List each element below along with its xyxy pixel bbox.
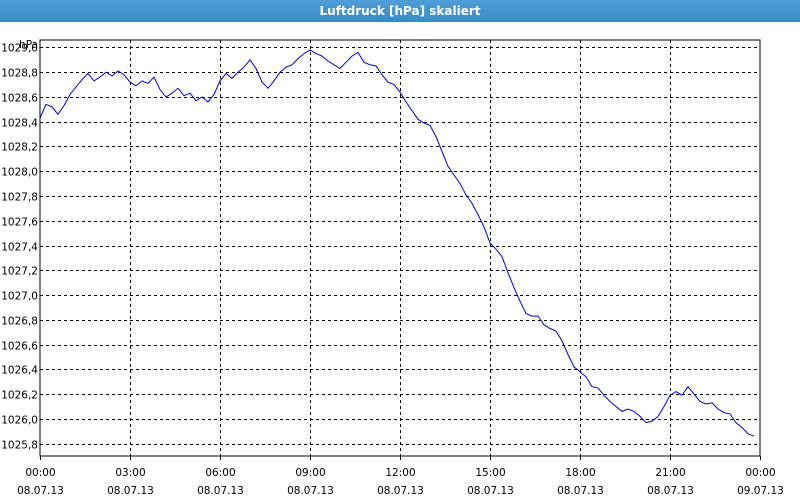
y-tick-label: 1027,2 xyxy=(1,266,38,278)
x-tick-time-label: 15:00 xyxy=(475,467,505,479)
x-tick-date-label: 08.07.13 xyxy=(647,485,694,497)
x-tick-time-label: 21:00 xyxy=(655,467,685,479)
y-tick-label: 1028,2 xyxy=(1,142,38,154)
y-tick-label: 1029,0 xyxy=(1,43,38,55)
x-tick-time-label: 12:00 xyxy=(385,467,415,479)
y-tick-label: 1028,0 xyxy=(1,167,38,179)
x-tick-time-label: 00:00 xyxy=(25,467,55,479)
x-tick-time-label: 09:00 xyxy=(295,467,325,479)
y-tick-label: 1025,8 xyxy=(1,440,38,452)
x-tick-date-label: 08.07.13 xyxy=(287,485,334,497)
y-axis-unit-label: hPa xyxy=(19,39,38,51)
y-tick-label: 1026,0 xyxy=(1,415,38,427)
x-tick-date-label: 08.07.13 xyxy=(557,485,604,497)
x-tick-time-label: 06:00 xyxy=(205,467,235,479)
y-tick-label: 1027,6 xyxy=(1,217,38,229)
chart-title: Luftdruck [hPa] skaliert xyxy=(0,0,800,22)
x-tick-date-label: 08.07.13 xyxy=(107,485,154,497)
y-axis-ticks: 1029,0 1028,8 1028,6 1028,4 1028,2 1028,0 1027… xyxy=(1,43,38,452)
y-tick-label: 1027,8 xyxy=(1,192,38,204)
y-tick-label: 1027,0 xyxy=(1,291,38,303)
x-tick-date-label: 08.07.13 xyxy=(467,485,514,497)
x-tick-date-label: 08.07.13 xyxy=(377,485,424,497)
grid-lines xyxy=(40,40,760,456)
y-tick-label: 1028,8 xyxy=(1,68,38,80)
pressure-line xyxy=(39,49,755,437)
x-tick-time-label: 18:00 xyxy=(565,467,595,479)
x-tick-time-label: 00:00 xyxy=(745,467,775,479)
y-tick-label: 1026,6 xyxy=(1,341,38,353)
y-tick-label: 1028,6 xyxy=(1,93,38,105)
x-axis-ticks: 00:00 08.07.13 03:00 08.07.13 06:00 08.07.13 0… xyxy=(17,456,784,497)
y-tick-label: 1028,4 xyxy=(1,118,38,130)
x-tick-date-label: 08.07.13 xyxy=(197,485,244,497)
x-tick-time-label: 03:00 xyxy=(115,467,145,479)
y-tick-label: 1026,2 xyxy=(1,390,38,402)
x-tick-date-label: 09.07.13 xyxy=(737,485,784,497)
y-tick-label: 1026,8 xyxy=(1,316,38,328)
y-tick-label: 1026,4 xyxy=(1,365,38,377)
y-tick-label: 1027,4 xyxy=(1,242,38,254)
x-tick-date-label: 08.07.13 xyxy=(17,485,64,497)
